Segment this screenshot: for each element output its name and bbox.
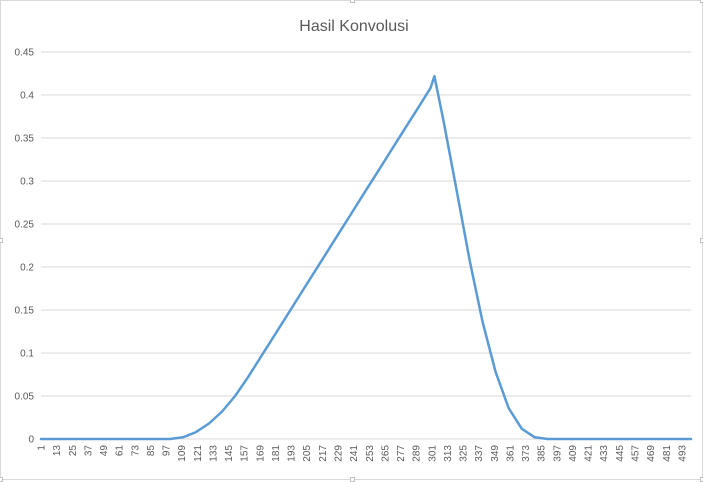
x-tick-label: 433 — [599, 445, 610, 462]
x-tick-label: 265 — [380, 445, 391, 462]
y-tick-label: 0.4 — [20, 91, 34, 102]
x-tick-label: 385 — [537, 445, 548, 462]
x-tick-label: 241 — [349, 445, 360, 462]
x-tick-label: 217 — [318, 445, 329, 462]
x-tick-label: 73 — [130, 445, 141, 457]
x-tick-label: 493 — [677, 445, 688, 462]
x-tick-label: 337 — [474, 445, 485, 462]
x-tick-label: 373 — [521, 445, 532, 462]
resize-handle-top[interactable] — [350, 0, 355, 3]
x-tick-label: 313 — [443, 445, 454, 462]
x-tick-label: 13 — [52, 445, 63, 457]
y-tick-label: 0.05 — [15, 392, 35, 403]
y-tick-label: 0.1 — [20, 349, 34, 360]
x-tick-label: 25 — [68, 445, 79, 457]
x-tick-label: 121 — [193, 445, 204, 462]
y-axis-ticks: 0 0.05 0.1 0.15 0.2 0.25 0.3 0.35 0.4 0.45 — [15, 48, 35, 446]
x-tick-label: 157 — [240, 445, 251, 462]
y-tick-label: 0.15 — [15, 306, 35, 317]
x-tick-label: 445 — [615, 445, 626, 462]
x-tick-label: 397 — [552, 445, 563, 462]
resize-handle-right[interactable] — [700, 238, 703, 243]
x-tick-label: 481 — [662, 445, 673, 462]
x-tick-label: 421 — [584, 445, 595, 462]
x-tick-label: 37 — [83, 445, 94, 457]
x-tick-label: 325 — [459, 445, 470, 462]
x-tick-label: 361 — [505, 445, 516, 462]
series-layer — [39, 74, 693, 441]
x-tick-label: 277 — [396, 445, 407, 462]
x-tick-label: 409 — [568, 445, 579, 462]
x-tick-label: 61 — [115, 445, 126, 457]
x-tick-label: 229 — [333, 445, 344, 462]
x-tick-label: 469 — [646, 445, 657, 462]
x-tick-label: 1 — [37, 445, 48, 451]
y-tick-label: 0.25 — [15, 220, 35, 231]
series-line[interactable] — [39, 74, 693, 441]
x-tick-label: 133 — [208, 445, 219, 462]
x-tick-label: 253 — [365, 445, 376, 462]
x-axis-ticks: 1 13 25 37 49 61 73 85 97 109 121 133 145 157 169 181 19… — [37, 445, 689, 462]
x-tick-label: 145 — [224, 445, 235, 462]
x-tick-label: 169 — [255, 445, 266, 462]
x-tick-label: 97 — [162, 445, 173, 457]
y-tick-label: 0 — [28, 435, 34, 446]
y-tick-label: 0.35 — [15, 134, 35, 145]
x-tick-label: 349 — [490, 445, 501, 462]
x-tick-label: 457 — [630, 445, 641, 462]
y-tick-label: 0.2 — [20, 263, 34, 274]
y-tick-label: 0.45 — [15, 48, 35, 59]
x-tick-label: 85 — [146, 445, 157, 457]
resize-handle-top-right[interactable] — [700, 0, 703, 3]
x-tick-label: 109 — [177, 445, 188, 462]
x-tick-label: 181 — [271, 445, 282, 462]
resize-handle-left[interactable] — [0, 238, 3, 243]
y-tick-label: 0.3 — [20, 177, 34, 188]
x-tick-label: 289 — [412, 445, 423, 462]
x-tick-label: 193 — [287, 445, 298, 462]
x-tick-label: 301 — [427, 445, 438, 462]
x-tick-label: 49 — [99, 445, 110, 457]
chart-title: Hasil Konvolusi — [299, 18, 408, 35]
gridlines — [41, 51, 691, 440]
x-tick-label: 205 — [302, 445, 313, 462]
